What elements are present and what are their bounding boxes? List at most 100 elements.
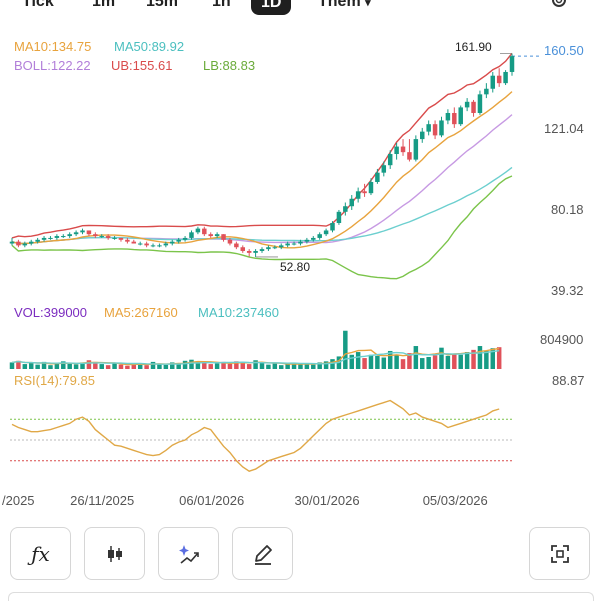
candle-body bbox=[221, 234, 226, 240]
candle-body bbox=[285, 243, 290, 246]
volume-bar bbox=[458, 354, 463, 369]
candle-body bbox=[67, 234, 72, 237]
volume-bar bbox=[362, 358, 367, 369]
volume-bar bbox=[432, 355, 438, 369]
candle-body bbox=[176, 239, 181, 242]
volume-bar bbox=[16, 360, 21, 369]
x-axis-label: 05/03/2026 bbox=[423, 493, 488, 508]
volume-bar bbox=[311, 364, 316, 369]
volume-bar bbox=[420, 358, 425, 369]
candle-body bbox=[445, 112, 451, 121]
candle-body bbox=[496, 75, 502, 84]
smart-analysis-button[interactable] bbox=[158, 527, 219, 580]
candle-body bbox=[253, 250, 258, 253]
tab-tick[interactable]: Tick bbox=[22, 0, 54, 10]
tab-1h[interactable]: 1h bbox=[212, 0, 231, 10]
candle-body bbox=[375, 172, 380, 182]
vol-y-tick: 804900 bbox=[540, 332, 583, 347]
volume-bar bbox=[86, 360, 92, 369]
volume-bar bbox=[291, 362, 297, 369]
volume-bar bbox=[118, 364, 124, 369]
candle-body bbox=[214, 234, 220, 237]
volume-bar bbox=[490, 348, 496, 369]
volume-bar bbox=[73, 364, 79, 369]
candle-body bbox=[484, 88, 489, 95]
candle-body bbox=[420, 131, 425, 140]
volume-bar bbox=[381, 357, 387, 369]
candle-body bbox=[80, 230, 85, 233]
volume-bar bbox=[400, 359, 406, 369]
chevron-down-icon: ▾ bbox=[365, 0, 371, 9]
volume-bar bbox=[234, 361, 239, 369]
rsi-y-tick: 88.87 bbox=[552, 373, 585, 388]
x-axis-label: /2025 bbox=[2, 493, 35, 508]
volume-bar bbox=[452, 354, 457, 369]
tab-1d[interactable]: 1D bbox=[251, 0, 292, 15]
volume-bar bbox=[150, 361, 156, 369]
candle-body bbox=[182, 237, 188, 240]
legend-vol-ma5: MA5:267160 bbox=[104, 305, 178, 320]
volume-bar bbox=[355, 352, 361, 369]
ma10-line bbox=[11, 91, 513, 249]
volume-bar bbox=[80, 362, 85, 369]
candle-body bbox=[240, 247, 246, 251]
volume-bar bbox=[221, 361, 226, 369]
candle-body bbox=[125, 239, 130, 242]
volume-bar bbox=[67, 363, 72, 369]
volume-bar bbox=[330, 359, 335, 369]
tab-15m[interactable]: 15m bbox=[146, 0, 179, 10]
volume-bar bbox=[41, 361, 47, 369]
candle-body bbox=[272, 247, 278, 249]
candle-body bbox=[362, 191, 367, 194]
candlestick-icon bbox=[107, 545, 122, 562]
candle-body bbox=[317, 234, 322, 238]
candle-body bbox=[336, 211, 342, 224]
candle-body bbox=[157, 245, 162, 247]
volume-bar bbox=[137, 364, 143, 369]
volume-bar bbox=[105, 365, 111, 369]
candle-body bbox=[509, 56, 515, 72]
candle-body bbox=[234, 243, 239, 248]
draw-button[interactable] bbox=[232, 527, 293, 580]
candle-body bbox=[458, 107, 463, 125]
chart-type-button[interactable] bbox=[84, 527, 145, 580]
candle-body bbox=[471, 101, 476, 113]
candle-body bbox=[452, 112, 457, 125]
fullscreen-button[interactable] bbox=[529, 527, 590, 580]
candle-body bbox=[93, 234, 98, 237]
candle-body bbox=[311, 237, 316, 240]
candle-body bbox=[323, 230, 329, 235]
legend-rsi: RSI(14):79.85 bbox=[14, 373, 95, 388]
volume-bar bbox=[28, 362, 34, 369]
candle-body bbox=[394, 146, 399, 155]
chart-toolbar: ƒx bbox=[0, 527, 600, 583]
candle-body bbox=[439, 120, 444, 136]
tab-more[interactable]: Thêm ▾ bbox=[318, 0, 371, 11]
last-price-label: 160.50 bbox=[544, 43, 584, 58]
boll-upper-line bbox=[11, 52, 513, 239]
timeframe-bar: Tick 1m 15m 1h 1D Thêm ▾ bbox=[0, 0, 600, 22]
volume-ma10-line bbox=[11, 350, 500, 365]
volume-bar bbox=[477, 346, 483, 369]
candle-body bbox=[137, 243, 143, 245]
candle-body bbox=[349, 198, 354, 207]
legend-ma10: MA10:134.75 bbox=[14, 39, 91, 54]
gear-icon[interactable] bbox=[549, 0, 569, 10]
volume-bar bbox=[246, 364, 252, 369]
candle-body bbox=[189, 232, 194, 238]
candle-body bbox=[150, 245, 156, 247]
volume-bar bbox=[99, 364, 104, 369]
volume-bar bbox=[484, 350, 489, 369]
tab-1m[interactable]: 1m bbox=[92, 0, 116, 10]
volume-bar bbox=[125, 365, 130, 369]
candle-body bbox=[208, 234, 213, 237]
boll-lower-line bbox=[11, 175, 513, 280]
volume-bar bbox=[131, 363, 137, 369]
candle-body bbox=[163, 243, 169, 246]
indicator-button[interactable]: ƒx bbox=[10, 527, 71, 580]
candle-body bbox=[28, 241, 34, 244]
candle-body bbox=[35, 239, 40, 242]
volume-bar bbox=[259, 362, 265, 369]
candle-body bbox=[99, 236, 104, 238]
stock-chart[interactable]: MA10:134.75 MA50:89.92 BOLL:122.22 UB:15… bbox=[0, 22, 600, 512]
